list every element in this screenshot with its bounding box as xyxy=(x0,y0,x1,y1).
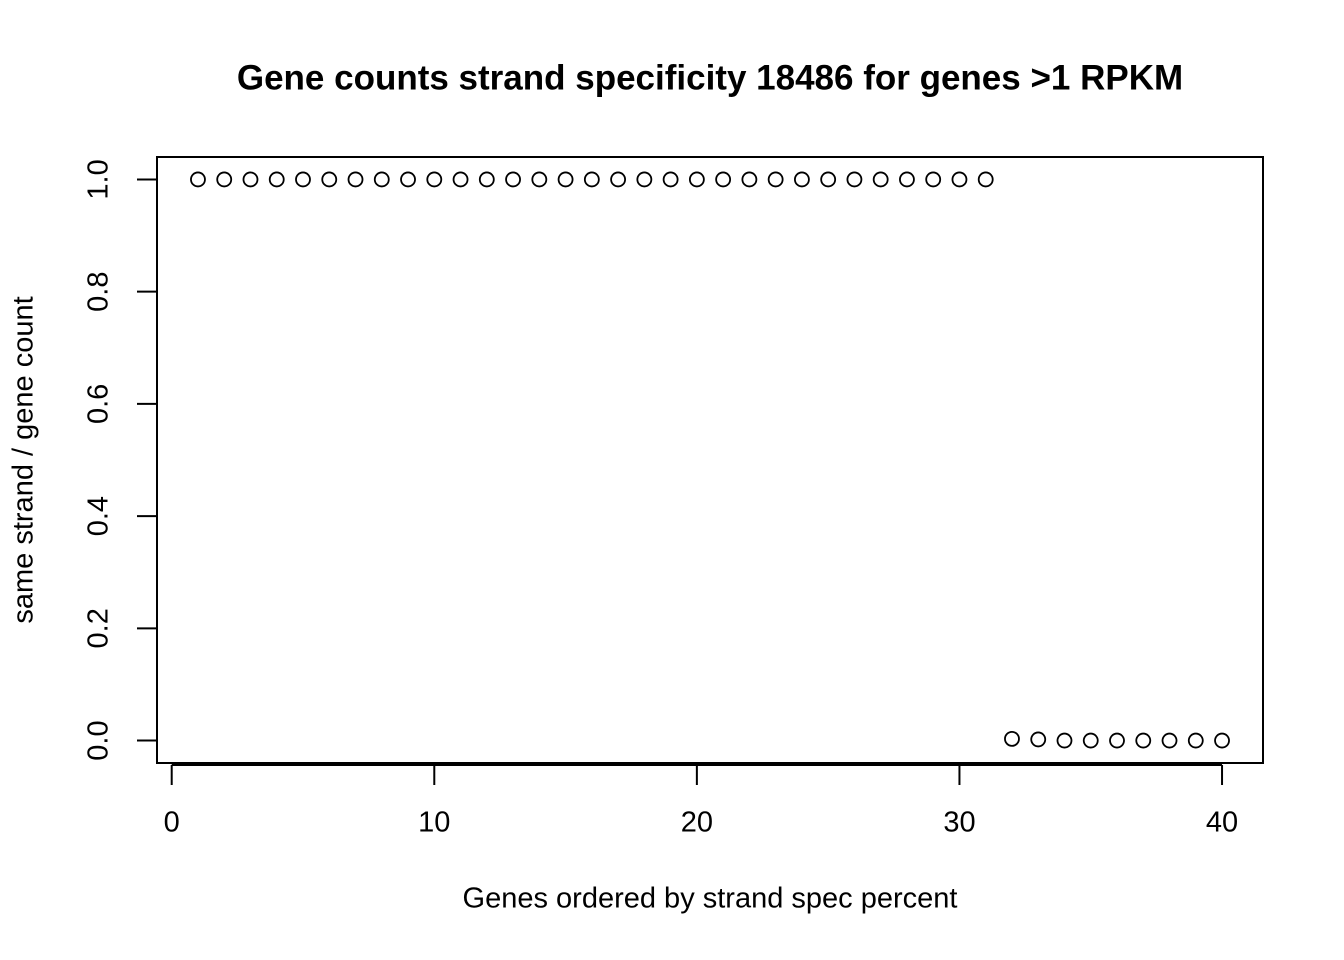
point xyxy=(557,171,574,188)
point xyxy=(715,171,732,188)
point xyxy=(321,171,338,188)
point xyxy=(531,171,548,188)
y-tick-label: 0.4 xyxy=(83,496,115,536)
point xyxy=(610,171,626,188)
y-axis-label: same strand / gene count xyxy=(8,296,40,623)
point xyxy=(846,171,863,188)
point xyxy=(242,171,259,188)
point xyxy=(1056,732,1073,749)
point xyxy=(373,171,390,188)
y-tick-label: 0.0 xyxy=(83,720,115,760)
x-tick-label: 30 xyxy=(943,807,975,839)
point xyxy=(1214,732,1230,749)
chart-title: Gene counts strand specificity 18486 for… xyxy=(237,58,1183,97)
point xyxy=(688,171,705,188)
point xyxy=(216,171,233,188)
point xyxy=(636,171,653,188)
point xyxy=(347,171,364,188)
point xyxy=(478,171,495,188)
point xyxy=(1161,732,1178,749)
point xyxy=(741,171,758,188)
point xyxy=(400,171,416,188)
point xyxy=(1004,730,1020,747)
point xyxy=(1030,731,1047,748)
x-tick-label: 0 xyxy=(164,807,180,839)
point xyxy=(951,171,968,188)
point xyxy=(426,171,443,188)
y-tick-label: 1.0 xyxy=(83,159,115,199)
x-tick-label: 10 xyxy=(418,807,450,839)
x-tick-label: 40 xyxy=(1206,807,1238,839)
point xyxy=(1187,732,1204,749)
point xyxy=(268,171,285,188)
point xyxy=(820,171,837,188)
x-tick-label: 20 xyxy=(681,807,713,839)
point xyxy=(452,171,469,188)
point xyxy=(583,171,600,188)
x-axis-label: Genes ordered by strand spec percent xyxy=(463,883,958,915)
point xyxy=(1135,732,1152,749)
point xyxy=(505,171,521,188)
point xyxy=(1082,732,1099,749)
point xyxy=(977,171,994,188)
point xyxy=(295,171,311,188)
plot-frame xyxy=(156,156,1264,764)
y-tick-label: 0.2 xyxy=(83,608,115,648)
y-tick-label: 0.6 xyxy=(83,384,115,424)
point xyxy=(767,171,784,188)
point xyxy=(794,171,810,188)
point xyxy=(190,171,206,188)
point xyxy=(925,171,942,188)
point xyxy=(899,171,915,188)
point xyxy=(662,171,679,188)
point xyxy=(872,171,889,188)
point xyxy=(1109,732,1125,749)
y-tick-label: 0.8 xyxy=(83,272,115,312)
